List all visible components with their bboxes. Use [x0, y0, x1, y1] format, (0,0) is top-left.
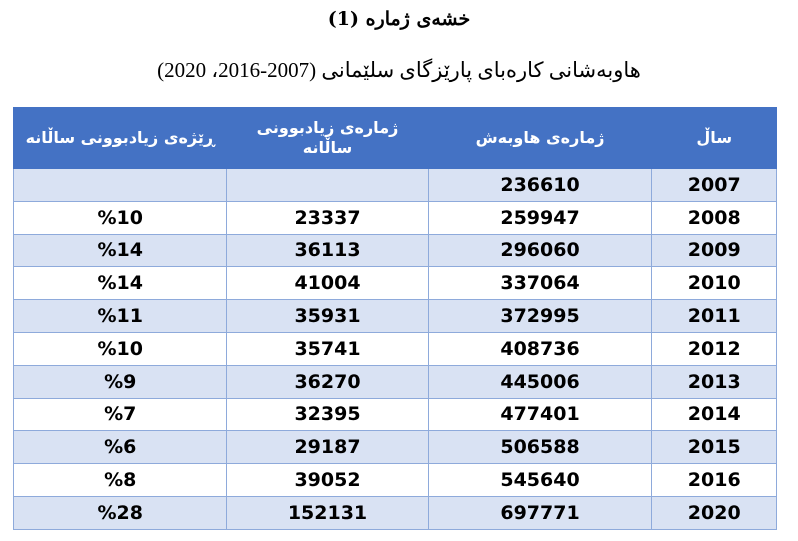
cell-increase: 23337	[226, 200, 429, 235]
table-row: 2011 372995 35931 %11	[12, 299, 777, 333]
cell-increase: 29187	[226, 430, 429, 465]
cell-rate	[12, 168, 228, 202]
cell-year: 2009	[651, 233, 777, 268]
cell-rate: %28	[12, 495, 228, 530]
cell-subscribers: 545640	[427, 463, 653, 497]
table-subtitle: هاوبەشانی کارەبای پارێزگای سلێمانی (2007…	[157, 58, 641, 82]
table-row: 2009 296060 36113 %14	[12, 233, 777, 268]
cell-rate: %8	[12, 463, 228, 497]
header-year: ساڵ	[651, 107, 777, 169]
cell-subscribers: 408736	[427, 331, 653, 366]
cell-increase: 152131	[226, 495, 429, 530]
cell-year: 2020	[651, 495, 777, 530]
cell-year: 2012	[651, 331, 777, 366]
cell-rate: %14	[12, 233, 228, 268]
cell-rate: %9	[12, 364, 228, 399]
header-row: ساڵ ژمارەی هاوبەش ژمارەی زیادبوونی ساڵان…	[12, 107, 777, 169]
table-row: 2012 408736 35741 %10	[12, 331, 777, 366]
cell-subscribers: 236610	[427, 168, 653, 202]
cell-year: 2015	[651, 430, 777, 465]
table-caption: خشەی ژمارە (1)	[327, 8, 471, 30]
cell-increase: 35741	[226, 331, 429, 366]
cell-year: 2011	[651, 299, 777, 333]
cell-increase: 32395	[226, 397, 429, 432]
cell-rate: %7	[12, 397, 228, 432]
table-row: 2010 337064 41004 %14	[12, 266, 777, 301]
table-row: 2016 545640 39052 %8	[12, 463, 777, 497]
cell-year: 2016	[651, 463, 777, 497]
cell-increase: 39052	[226, 463, 429, 497]
header-increase: ژمارەی زیادبوونی ساڵانە	[226, 107, 429, 169]
cell-rate: %10	[12, 331, 228, 366]
table-row: 2014 477401 32395 %7	[12, 397, 777, 432]
cell-year: 2007	[651, 168, 777, 202]
table-row: 2020 697771 152131 %28	[12, 495, 777, 530]
header-subscribers: ژمارەی هاوبەش	[427, 107, 653, 169]
cell-increase: 41004	[226, 266, 429, 301]
cell-subscribers: 697771	[427, 495, 653, 530]
table-row: 2007 236610	[12, 168, 777, 202]
cell-subscribers: 296060	[427, 233, 653, 268]
cell-increase: 36270	[226, 364, 429, 399]
cell-increase: 36113	[226, 233, 429, 268]
table-row: 2015 506588 29187 %6	[12, 430, 777, 465]
cell-subscribers: 259947	[427, 200, 653, 235]
table-row: 2008 259947 23337 %10	[12, 200, 777, 235]
cell-rate: %11	[12, 299, 228, 333]
cell-subscribers: 337064	[427, 266, 653, 301]
cell-rate: %6	[12, 430, 228, 465]
cell-year: 2010	[651, 266, 777, 301]
table-row: 2013 445006 36270 %9	[12, 364, 777, 399]
cell-year: 2008	[651, 200, 777, 235]
subscribers-table: ساڵ ژمارەی هاوبەش ژمارەی زیادبوونی ساڵان…	[12, 107, 777, 530]
cell-year: 2013	[651, 364, 777, 399]
cell-subscribers: 506588	[427, 430, 653, 465]
cell-subscribers: 477401	[427, 397, 653, 432]
cell-subscribers: 372995	[427, 299, 653, 333]
header-rate: ڕێژەی زیادبوونی ساڵانە	[12, 107, 228, 169]
cell-rate: %10	[12, 200, 228, 235]
cell-subscribers: 445006	[427, 364, 653, 399]
cell-rate: %14	[12, 266, 228, 301]
cell-increase: 35931	[226, 299, 429, 333]
cell-year: 2014	[651, 397, 777, 432]
cell-increase	[226, 168, 429, 202]
